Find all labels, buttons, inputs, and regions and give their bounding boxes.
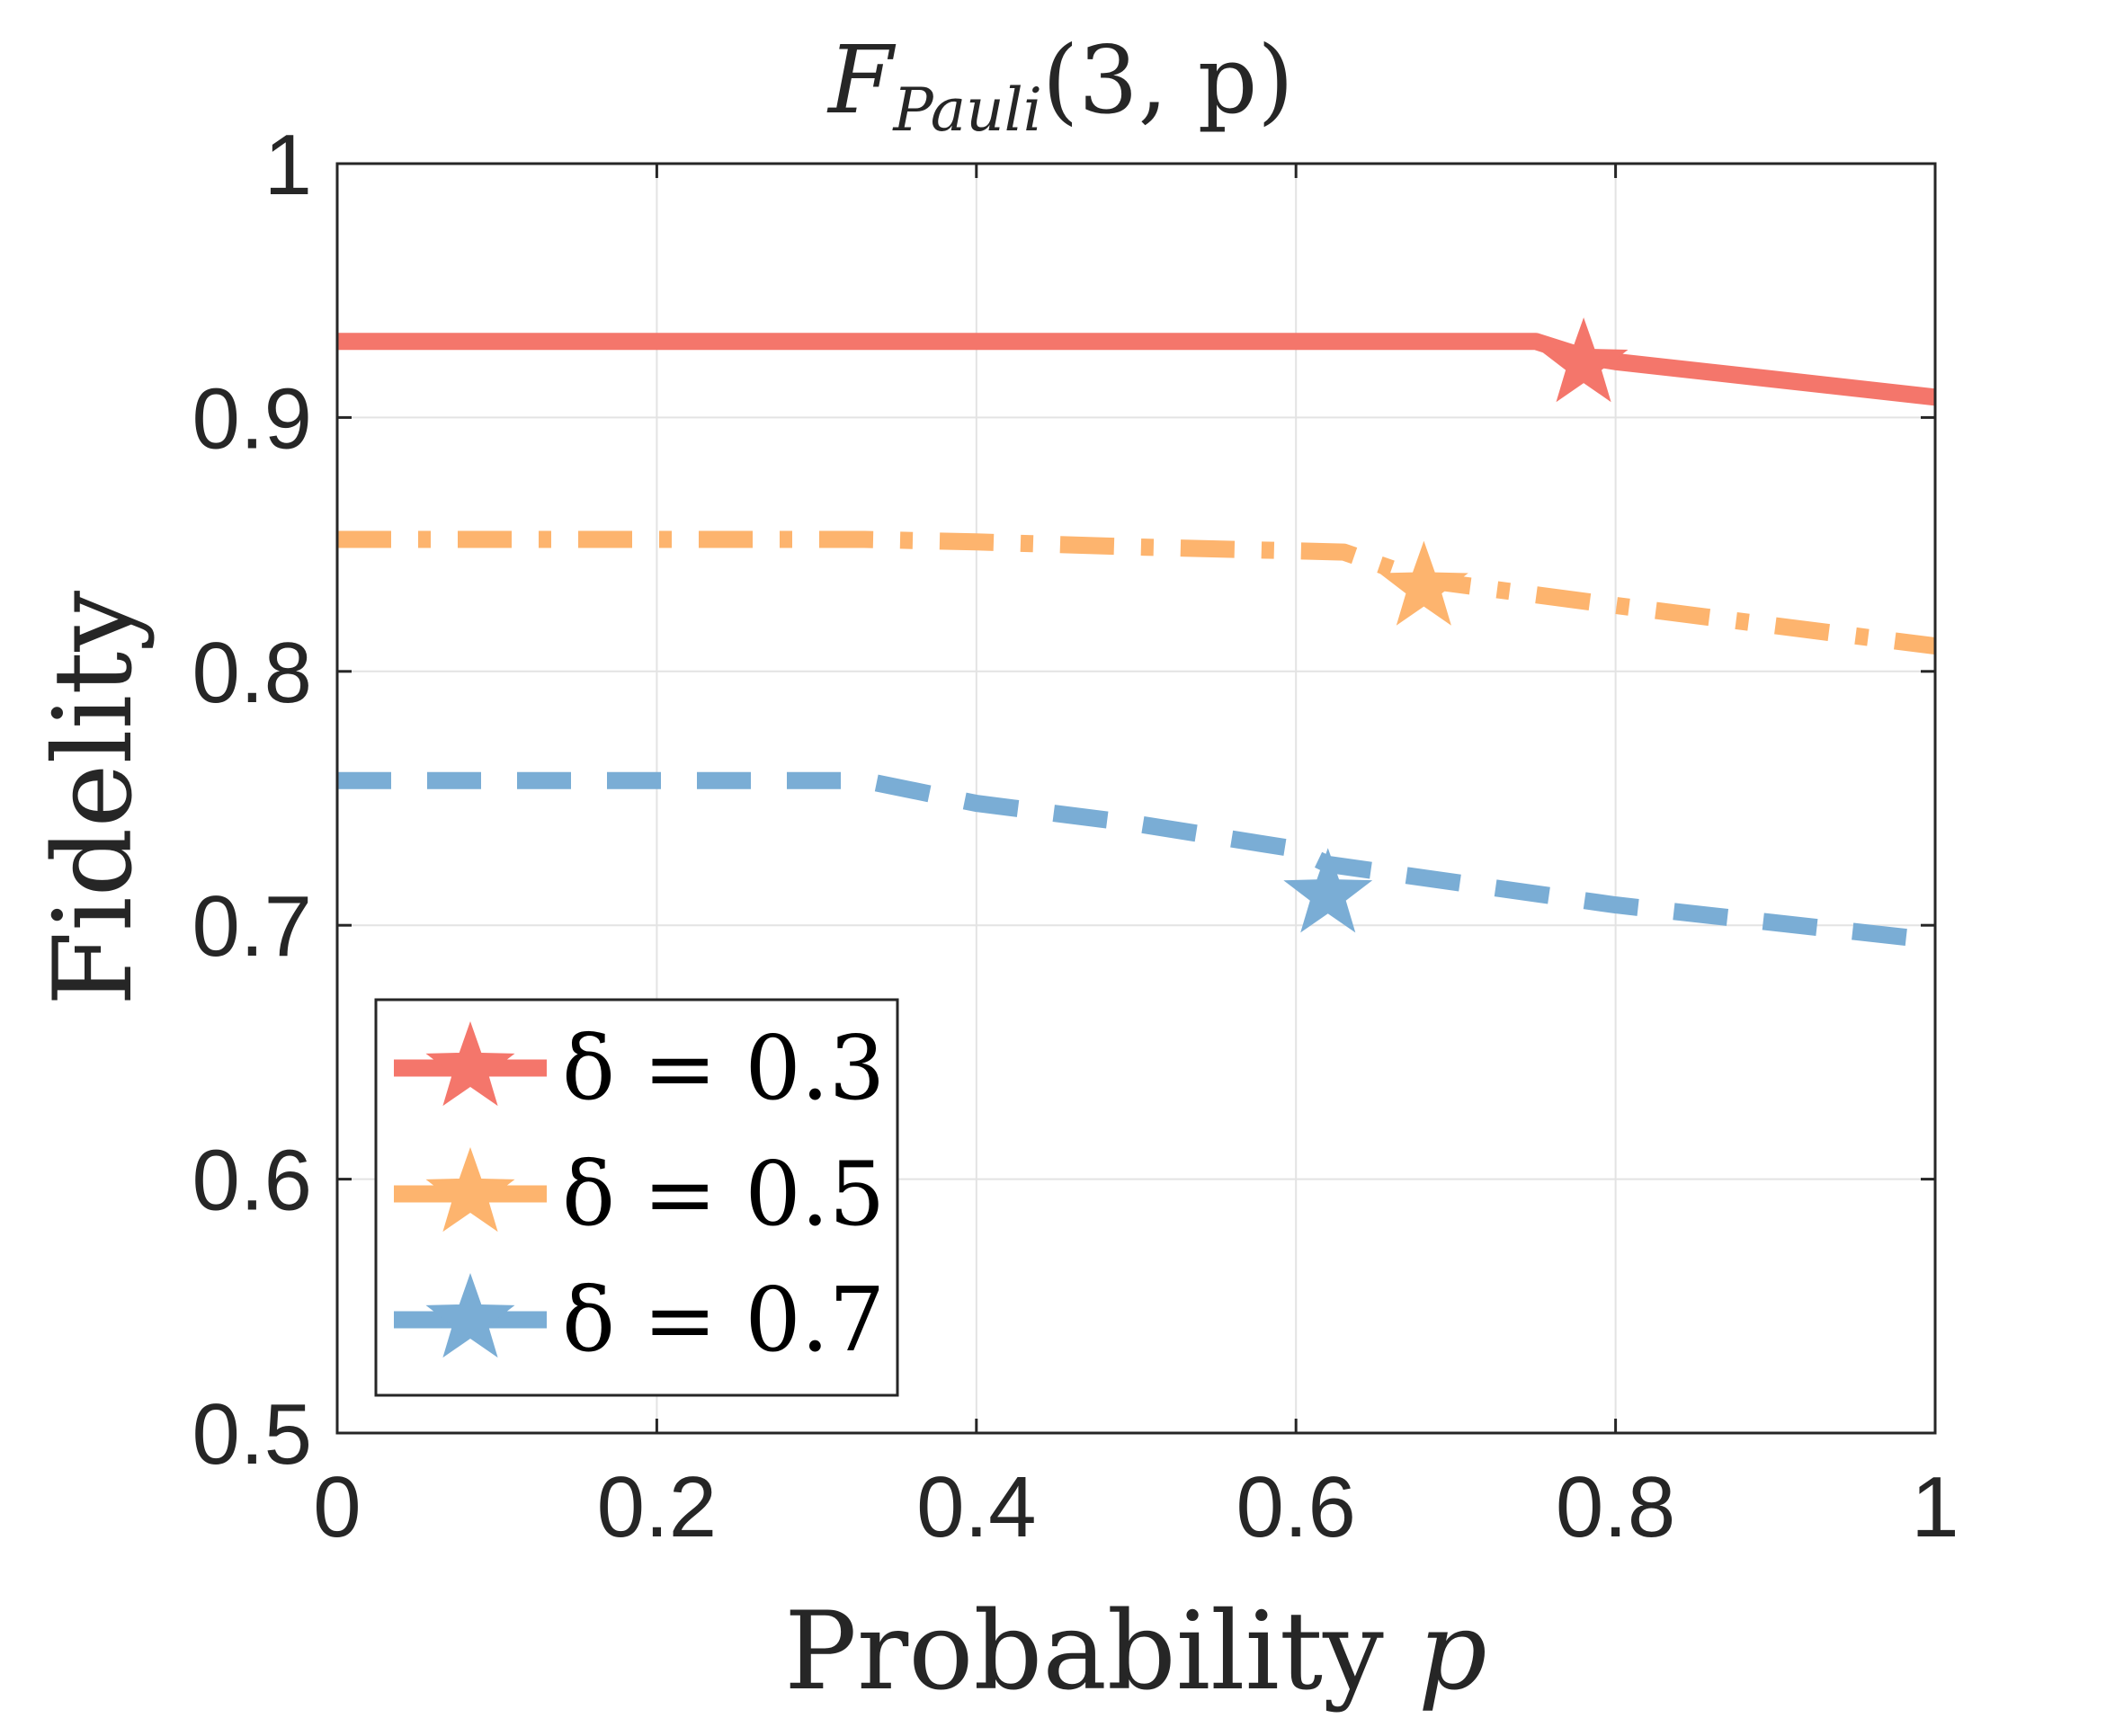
y-tick-label: 0.7	[192, 878, 312, 975]
x-tick-label: 0.8	[1556, 1459, 1675, 1555]
series-star-marker-3	[1283, 848, 1373, 933]
legend-star-3	[425, 1273, 515, 1358]
y-tick-label: 1	[264, 117, 312, 213]
y-axis-label: Fidelity	[31, 591, 156, 1006]
series-line-2	[337, 530, 1937, 655]
legend-label-2: δ = 0.5	[562, 1144, 885, 1246]
y-tick-label: 0.5	[192, 1386, 312, 1482]
legend-label-1: δ = 0.3	[562, 1018, 885, 1120]
series-star-marker-1	[1539, 317, 1629, 403]
series-line-3	[337, 771, 1937, 949]
x-tick-label: 0	[313, 1459, 361, 1555]
y-tick-label: 0.8	[192, 625, 312, 721]
x-tick-label: 1	[1911, 1459, 1959, 1555]
x-tick-label: 0.6	[1236, 1459, 1355, 1555]
x-tick-label: 0.2	[597, 1459, 717, 1555]
legend: δ = 0.3 δ = 0.5 δ = 0.7	[374, 998, 899, 1397]
legend-label-3: δ = 0.7	[562, 1269, 885, 1372]
x-tick-label: 0.4	[916, 1459, 1036, 1555]
series-layer	[337, 317, 1937, 949]
plot-frame	[335, 162, 1937, 1435]
y-tick-label: 0.9	[192, 370, 312, 467]
series-star-marker-2	[1379, 540, 1468, 626]
x-axis-label: Probability p	[784, 1589, 1487, 1714]
y-tick-label: 0.6	[192, 1133, 312, 1229]
legend-star-2	[425, 1147, 515, 1233]
axis-ticks	[335, 162, 1937, 1435]
chart-title: FPauli(3, p)	[826, 25, 1294, 145]
legend-star-1	[425, 1021, 515, 1107]
tick-labels: 0 0.2 0.4 0.6 0.8 1 0.5 0.6 0.7 0.8 0.9 1	[192, 117, 1959, 1555]
